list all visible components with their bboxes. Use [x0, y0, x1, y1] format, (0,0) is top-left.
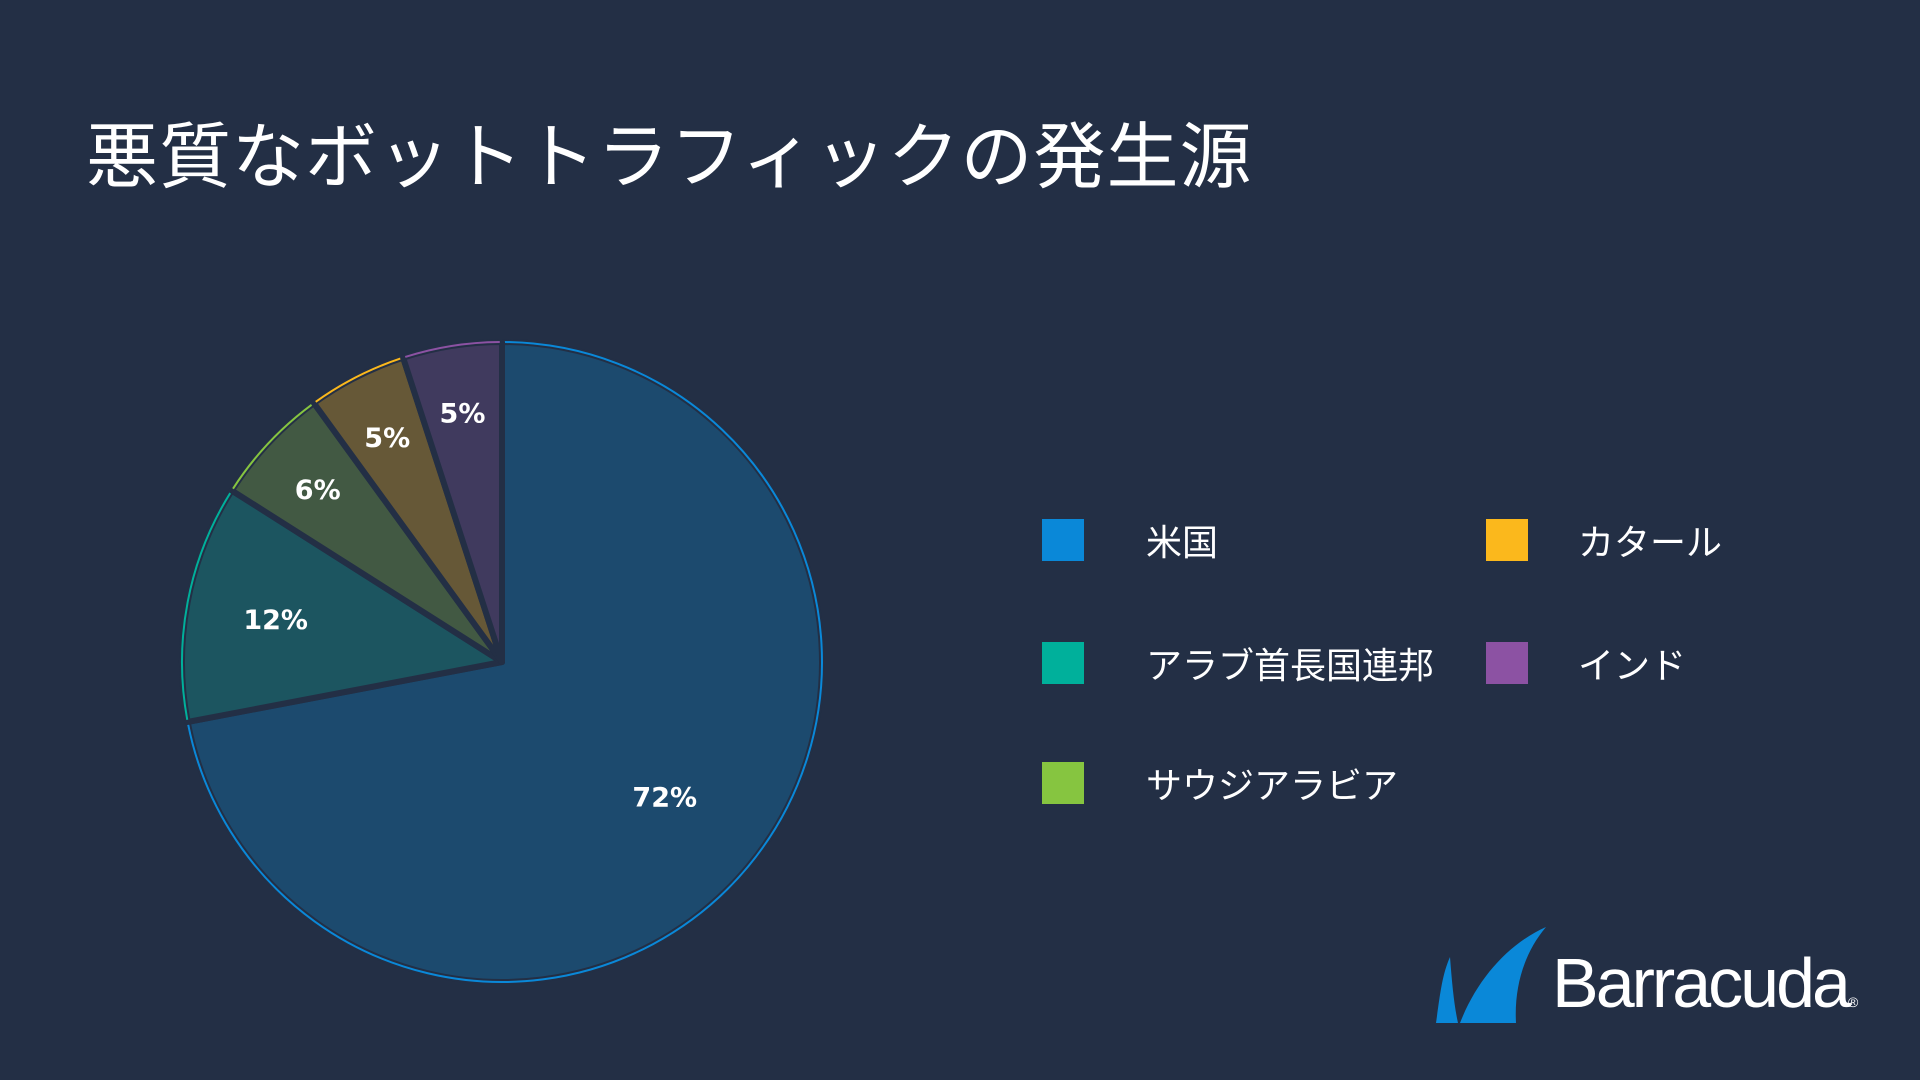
legend-label-saudi-arabia: サウジアラビア	[1146, 766, 1399, 807]
legend-swatch-qatar	[1486, 519, 1528, 561]
legend-item-uae: アラブ首長国連邦	[1042, 640, 1435, 687]
legend-swatch-uae	[1042, 642, 1084, 684]
logo-wordmark: Barracuda®	[1552, 944, 1859, 1022]
legend-label-india: インド	[1578, 646, 1687, 687]
chart-title: 悪質なボットトラフィックの発生源	[86, 115, 1253, 199]
pie-slice-rim-uae	[181, 491, 232, 720]
legend-swatch-usa	[1042, 519, 1084, 561]
shark-fin-icon	[1436, 927, 1546, 1023]
legend-swatch-saudi-arabia	[1042, 762, 1084, 804]
pie-label-uae: 12%	[243, 605, 308, 636]
pie-slice-rim-usa	[187, 341, 823, 983]
pie-label-saudi-arabia: 6%	[295, 475, 341, 506]
pie-slice-rim-india	[404, 341, 500, 358]
legend-item-india: インド	[1486, 640, 1687, 687]
pie-label-india: 5%	[440, 398, 486, 429]
legend-item-usa: 米国	[1042, 517, 1219, 564]
pie-slice-rim-qatar	[315, 357, 402, 403]
pie-label-usa: 72%	[632, 783, 697, 814]
pie-slice-rim-saudi-arabia	[232, 403, 313, 490]
legend-item-saudi-arabia: サウジアラビア	[1042, 760, 1399, 807]
legend-label-qatar: カタール	[1578, 523, 1723, 564]
legend-item-qatar: カタール	[1486, 517, 1723, 564]
pie-label-qatar: 5%	[364, 423, 410, 454]
barracuda-logo: Barracuda®	[1430, 925, 1858, 1035]
legend-swatch-india	[1486, 642, 1528, 684]
legend-label-usa: 米国	[1146, 523, 1219, 564]
legend-label-uae: アラブ首長国連邦	[1146, 646, 1435, 687]
